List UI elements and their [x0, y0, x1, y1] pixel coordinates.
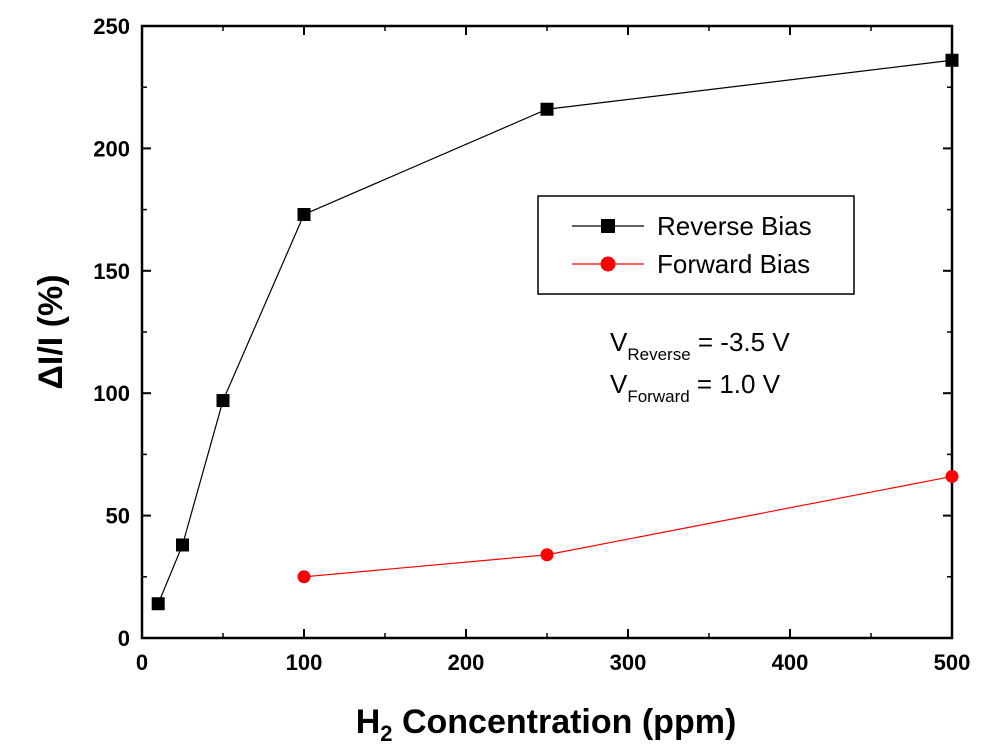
data-point-reverse-bias-100 [297, 207, 311, 221]
y-tick-label-150: 150 [93, 259, 130, 284]
annotation-v-reverse-value: = -3.5 V [691, 327, 791, 357]
legend-label-reverse: Reverse Bias [657, 211, 812, 241]
y-axis-title: ΔI/I (%) [32, 274, 70, 389]
data-point-forward-bias-250 [540, 548, 554, 562]
x-tick-label-500: 500 [934, 650, 971, 675]
data-point-forward-bias-500 [945, 469, 959, 483]
x-axis-title-rest: Concentration (ppm) [393, 703, 737, 741]
data-point-reverse-bias-25 [176, 538, 189, 552]
annotation-v-forward-main: V [610, 369, 628, 399]
x-axis-ticks: 0 100 200 300 400 500 [136, 26, 970, 675]
annotation-v-forward-sub: Forward [627, 387, 689, 406]
data-point-forward-bias-100 [297, 570, 311, 584]
annotation-v-forward-value: = 1.0 V [690, 369, 781, 399]
series-line-reverse-bias [157, 59, 953, 604]
y-axis-ticks: 0 50 100 150 200 250 [93, 14, 952, 651]
data-point-reverse-bias-500 [945, 53, 959, 67]
x-tick-label-200: 200 [448, 650, 485, 675]
x-tick-label-100: 100 [286, 650, 323, 675]
x-tick-label-400: 400 [772, 650, 809, 675]
annotation-v-forward: VForward = 1.0 V [610, 369, 781, 406]
y-tick-label-100: 100 [93, 381, 130, 406]
series-layer [151, 53, 959, 611]
x-tick-label-300: 300 [610, 650, 647, 675]
y-tick-label-0: 0 [118, 626, 130, 651]
x-tick-label-0: 0 [136, 650, 148, 675]
x-axis-title: H2 Concentration (ppm) [356, 703, 737, 746]
annotation-v-reverse-sub: Reverse [627, 345, 690, 364]
plot-area [140, 24, 954, 640]
annotation-v-reverse: VReverse = -3.5 V [610, 327, 790, 364]
legend-marker-reverse [601, 219, 615, 233]
annotation-v-reverse-main: V [610, 327, 628, 357]
legend-label-forward: Forward Bias [657, 249, 810, 279]
x-axis-title-sub: 2 [380, 721, 392, 746]
data-point-reverse-bias-10 [151, 597, 165, 611]
data-point-reverse-bias-250 [540, 102, 554, 116]
y-tick-label-50: 50 [106, 504, 130, 529]
legend-marker-forward [600, 256, 616, 272]
x-axis-title-main: H [356, 703, 381, 741]
y-tick-label-200: 200 [93, 136, 130, 161]
legend-box [537, 195, 855, 295]
data-point-reverse-bias-50 [216, 394, 230, 408]
y-tick-label-250: 250 [93, 14, 130, 39]
legend: Reverse Bias Forward Bias [537, 195, 855, 295]
